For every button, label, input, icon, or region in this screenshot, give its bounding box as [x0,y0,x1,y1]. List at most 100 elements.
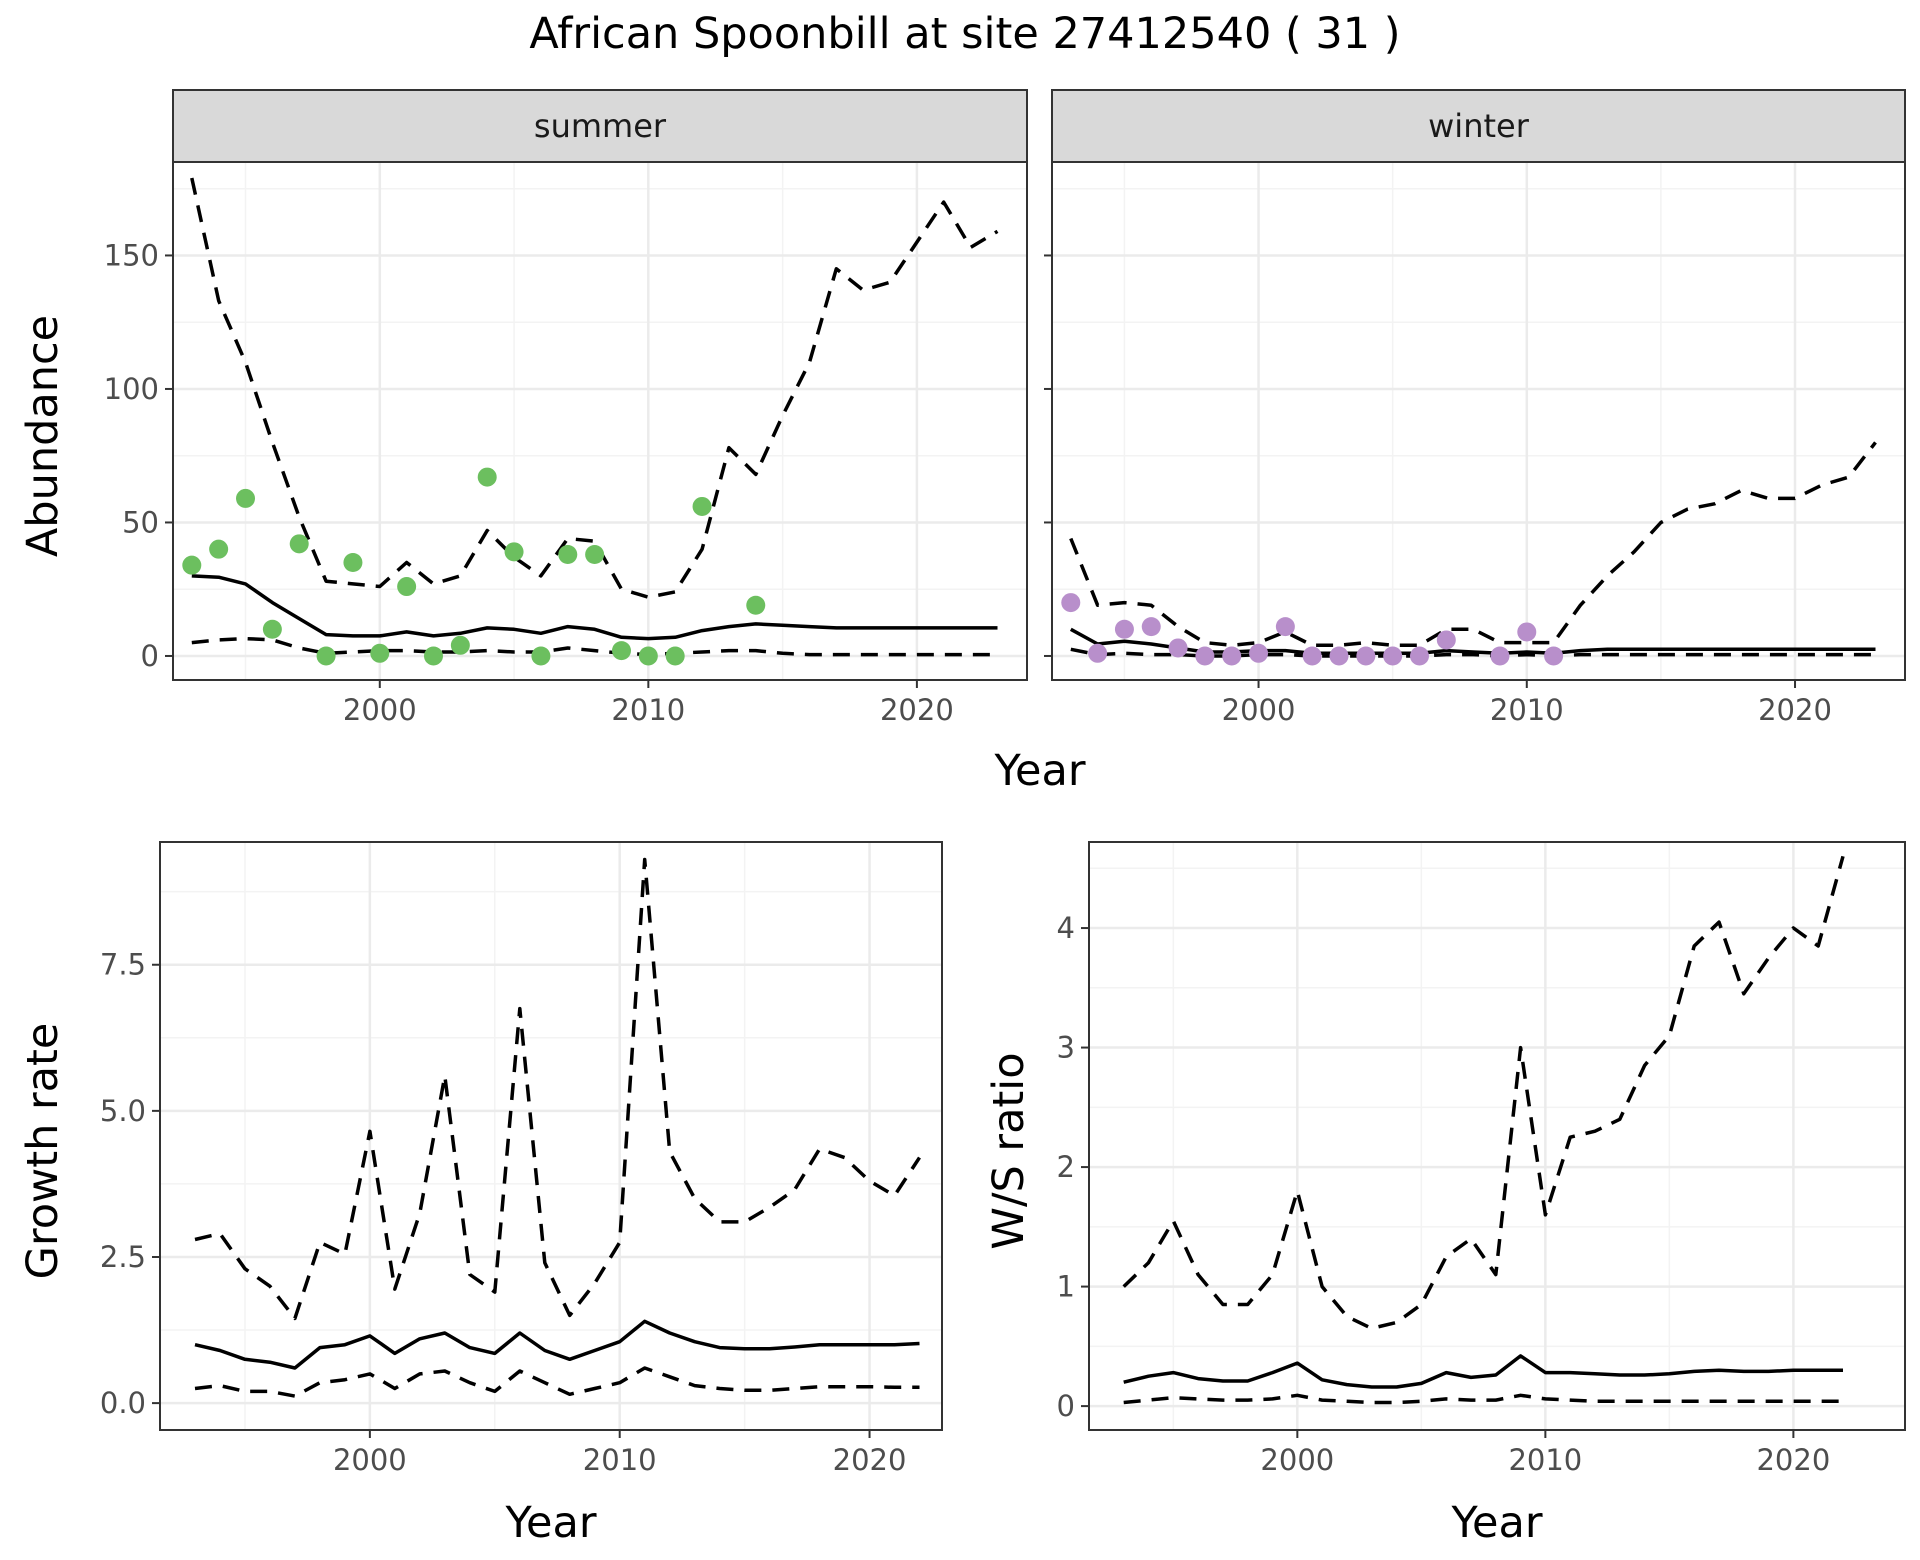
y-tick-label: 2 [1057,1150,1075,1184]
x-tick-label: 2020 [1756,1443,1830,1477]
panel-border [1088,841,1906,1431]
data-point [262,619,282,639]
series-line-estimate [194,1319,920,1370]
data-point [397,577,417,597]
y-tick-label: 0 [141,639,159,673]
panel-background [1089,842,1905,1430]
data-point [289,534,309,554]
series-lines [190,177,999,657]
figure-title: African Spoonbill at site 27412540 ( 31 … [529,9,1400,59]
series-line-estimate [191,574,998,641]
series-line-lower [1123,1393,1843,1405]
data-point [1544,646,1564,666]
data-point [209,539,229,559]
y-tick-label: 7.5 [100,948,146,982]
x-tick-label: 2000 [1260,1443,1334,1477]
x-tick-label: 2010 [583,1443,657,1477]
data-point [638,646,658,666]
y-axis-title: Growth rate [18,1023,68,1280]
observed-points [182,467,766,666]
y-tick-label: 2.5 [100,1240,146,1274]
y-axis-title: Abundance [18,315,68,557]
x-tick-label: 2010 [1508,1443,1582,1477]
data-point [450,635,470,655]
x-axis: 2000 2010 2020 [343,680,954,727]
data-point [1141,617,1161,637]
top-shared-x-axis-title: Year [993,746,1085,796]
data-point [1409,646,1429,666]
data-point [746,595,766,615]
y-tick-label: 3 [1057,1031,1075,1065]
data-point [1222,646,1242,666]
y-tick-label: 5.0 [100,1094,146,1128]
y-axis: 0.0 2.5 5.0 7.5 [100,948,160,1420]
data-point [423,646,443,666]
data-point [611,641,631,661]
y-axis [1044,254,1052,657]
x-tick-label: 2010 [1490,693,1564,727]
x-tick-label: 2000 [1222,693,1296,727]
series-line-upper [194,857,921,1321]
facet-strip-label: winter [1428,107,1530,145]
data-point [1356,646,1376,666]
x-tick-label: 2000 [333,1443,407,1477]
data-point [236,488,256,508]
y-axis-title: W/S ratio [984,1052,1034,1249]
facet-strip-label: summer [534,107,667,145]
data-point [504,542,524,562]
data-point [370,643,390,663]
panels: summer 2000 2010 2020 0 50 100 150 Abundance wint… [18,89,1906,1548]
data-point [1490,646,1510,666]
y-tick-label: 4 [1057,911,1075,945]
data-point [692,496,712,516]
data-point [1275,617,1295,637]
data-point [1249,643,1269,663]
x-tick-label: 2020 [833,1443,907,1477]
gridlines [1052,162,1905,680]
y-tick-label: 100 [104,372,159,406]
series-line-lower [191,636,998,657]
series-lines [1122,855,1845,1405]
data-point [531,646,551,666]
data-point [343,553,363,573]
data-point [1195,646,1215,666]
observed-points [1061,593,1564,666]
x-tick-label: 2020 [880,693,954,727]
panel-winter: winter 2000 2010 2020 [1044,89,1906,727]
facet-strip [1051,89,1906,163]
panel-background [173,162,1027,680]
data-point [316,646,336,666]
x-axis: 2000 2010 2020 [1222,680,1832,727]
gridlines [1089,842,1905,1430]
data-point [558,545,578,565]
data-point [1088,643,1108,663]
gridlines [173,162,1027,680]
data-point [1436,630,1456,650]
y-tick-label: 150 [104,238,159,272]
y-tick-label: 1 [1057,1270,1075,1304]
x-tick-label: 2020 [1758,693,1832,727]
y-tick-label: 0 [1057,1389,1075,1423]
x-axis-title: Year [504,1498,596,1548]
y-axis: 0 50 100 150 [104,238,173,673]
x-tick-label: 2010 [611,693,685,727]
data-point [1168,638,1188,658]
data-point [1061,593,1081,613]
y-tick-label: 0.0 [100,1386,146,1420]
series-lines [194,857,921,1398]
x-axis: 2000 2010 2020 [1260,1430,1830,1477]
series-line-lower [1070,647,1876,658]
facet-strip [172,89,1028,163]
data-point [1383,646,1403,666]
x-axis-title: Year [1450,1498,1542,1548]
data-point [585,545,605,565]
data-point [1517,622,1537,642]
y-axis: 0 1 2 3 4 [1057,911,1089,1423]
panel-background [160,842,942,1430]
series-line-lower [194,1366,920,1398]
series-line-upper [1122,855,1845,1331]
panel-ratio: 2000 2010 2020 0 1 2 3 4 W/S ratio Year [984,841,1906,1548]
series-line-upper [190,177,999,599]
data-point [665,646,685,666]
y-tick-label: 50 [122,505,159,539]
